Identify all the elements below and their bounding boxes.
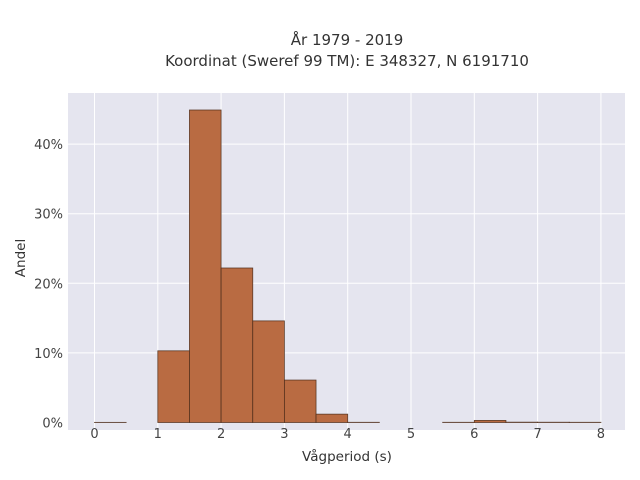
y-tick-label: 20%	[34, 277, 63, 292]
x-tick-label: 2	[217, 427, 225, 442]
plot-area	[68, 93, 625, 430]
histogram-bar	[283, 379, 317, 423]
histogram-bar	[220, 267, 254, 423]
histogram-bar	[189, 109, 222, 423]
y-tick-label: 0%	[42, 417, 63, 432]
x-tick-label: 8	[597, 427, 605, 442]
y-tick-labels: 0% 10% 20% 30% 40%	[34, 138, 63, 431]
chart-title-line2: Koordinat (Sweref 99 TM): E 348327, N 61…	[165, 52, 529, 70]
histogram-bars	[94, 109, 602, 423]
chart-title-line1: År 1979 - 2019	[291, 30, 404, 49]
y-tick-label: 10%	[34, 347, 63, 362]
y-tick-label: 30%	[34, 208, 63, 223]
x-tick-label: 6	[470, 427, 478, 442]
x-tick-label: 1	[154, 427, 162, 442]
histogram-bar	[473, 420, 507, 423]
x-tick-label: 5	[407, 427, 415, 442]
x-tick-label: 3	[280, 427, 288, 442]
y-tick-label: 40%	[34, 138, 63, 153]
histogram-bar	[252, 320, 285, 423]
x-tick-labels: 0 1 2 3 4 5 6 7 8	[90, 427, 605, 442]
x-tick-label: 7	[533, 427, 541, 442]
x-tick-label: 0	[90, 427, 98, 442]
x-tick-label: 4	[344, 427, 352, 442]
y-axis-label: Andel	[13, 239, 29, 277]
histogram-bar	[315, 413, 349, 423]
x-axis-label: Vågperiod (s)	[302, 448, 392, 465]
histogram-bar	[157, 350, 190, 423]
